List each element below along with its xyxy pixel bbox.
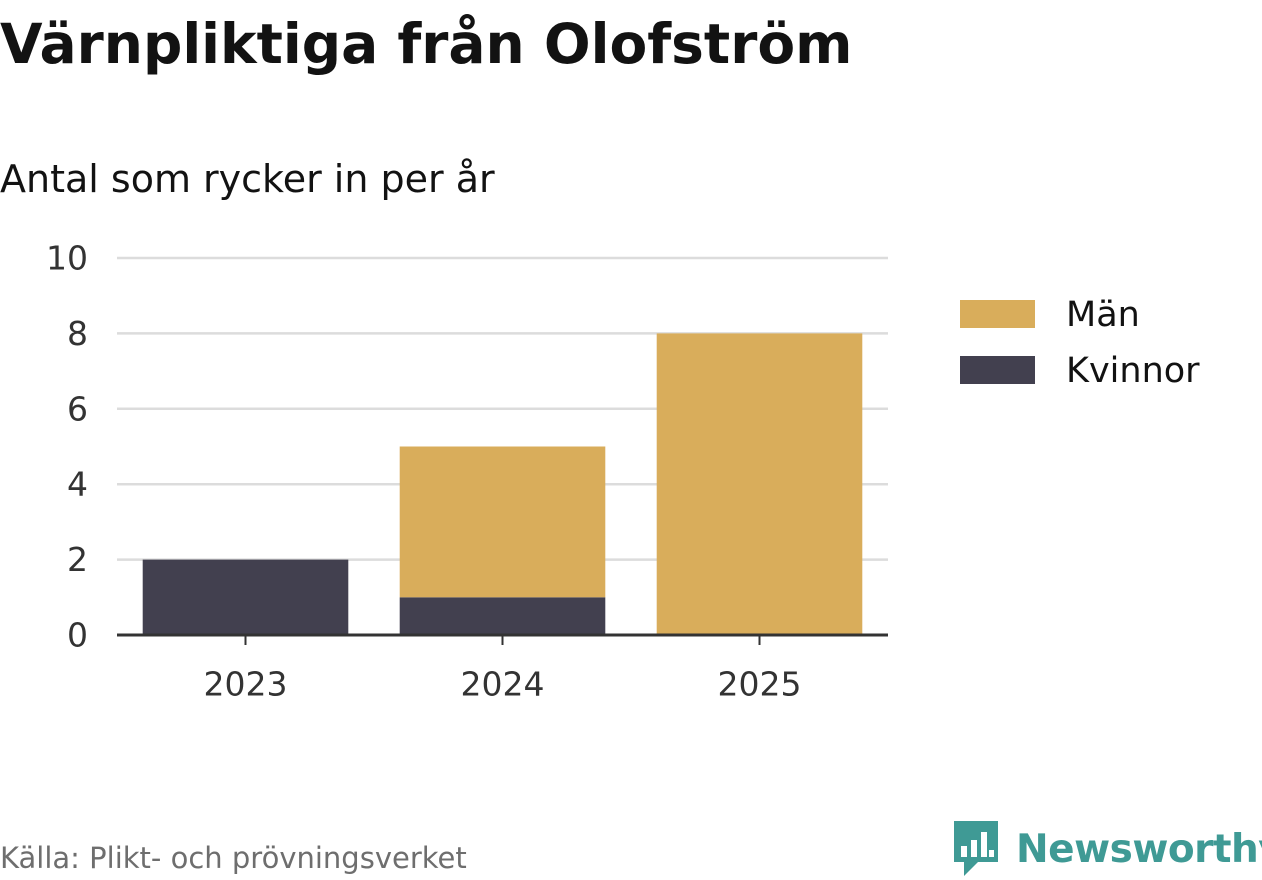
x-tick-label: 2025	[718, 665, 802, 704]
brand-logo: Newsworthy	[950, 818, 1262, 880]
y-tick-label: 0	[67, 616, 88, 655]
y-tick-label: 2	[67, 540, 88, 579]
bar-chart-badge-icon	[954, 821, 998, 876]
brand-name: Newsworthy	[1016, 826, 1262, 872]
legend-swatch-män	[960, 300, 1035, 328]
bar-män-2025	[656, 333, 863, 635]
x-tick-label: 2023	[204, 665, 288, 704]
bars	[142, 333, 863, 635]
legend: Män Kvinnor	[960, 295, 1200, 391]
legend-label-kvinnor: Kvinnor	[1066, 351, 1200, 391]
bar-kvinnor-2023	[142, 559, 349, 635]
y-tick-label: 10	[46, 239, 88, 278]
chart-title: Värnpliktiga från Olofström	[0, 12, 853, 76]
legend-label-män: Män	[1066, 295, 1140, 335]
y-tick-label: 4	[67, 465, 88, 504]
bar-män-2024	[399, 446, 606, 598]
legend-swatch-kvinnor	[960, 356, 1035, 384]
x-tick-label: 2024	[461, 665, 545, 704]
y-tick-label: 6	[67, 389, 88, 428]
bar-kvinnor-2024	[399, 597, 606, 635]
chart-subtitle: Antal som rycker in per år	[0, 157, 495, 201]
y-tick-label: 8	[67, 314, 88, 353]
source-note: Källa: Plikt- och prövningsverket	[0, 841, 467, 875]
axes: 0 2 4 6 8 10 2023 2024 2025	[46, 239, 888, 704]
